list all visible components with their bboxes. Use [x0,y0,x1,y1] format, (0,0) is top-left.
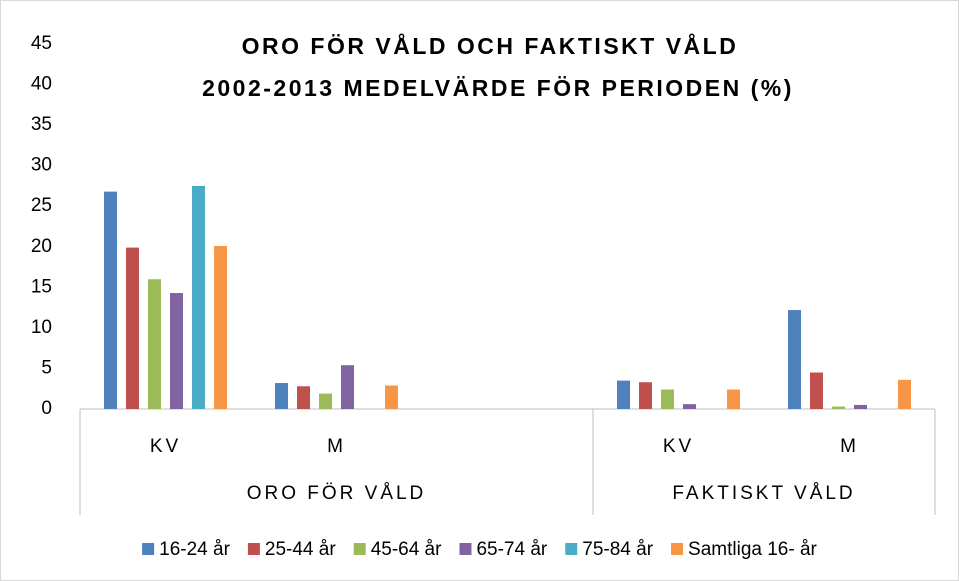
x-tick-label: KV [663,436,694,457]
bar [788,310,801,409]
bar [385,385,398,409]
y-tick-label: 5 [41,357,52,378]
y-tick-label: 40 [31,74,52,95]
y-tick-label: 20 [31,236,52,257]
bar [170,293,183,409]
bar [192,185,205,409]
bar [832,406,845,409]
y-tick-label: 10 [31,317,52,338]
legend-label: 45-64 år [371,539,442,560]
x-tick-label: M [840,436,859,457]
legend-swatch [142,543,155,555]
bar [661,389,674,409]
legend-label: 75-84 år [582,539,653,560]
y-tick-label: 15 [31,276,52,297]
bar [214,245,227,409]
legend-swatch [353,543,366,555]
legend-label: Samtliga 16- år [688,539,818,560]
legend-label: 25-44 år [265,539,336,560]
y-tick-label: 30 [31,155,52,176]
bar [639,382,652,409]
bar [854,404,867,409]
bar [275,383,288,409]
bar [617,380,630,409]
legend-label: 65-74 år [476,539,547,560]
group-label: ORO FÖR VÅLD [247,483,427,504]
legend-swatch [671,543,684,555]
y-tick-label: 35 [31,114,52,135]
x-tick-label: M [327,436,346,457]
legend-swatch [247,543,260,555]
group-label: FAKTISKT VÅLD [672,483,855,504]
legend-swatch [565,543,578,555]
chart-subtitle: 2002-2013 MEDELVÄRDE FÖR PERIODEN (%) [202,75,794,101]
legend-swatch [459,543,472,555]
bar [683,404,696,409]
chart-title: ORO FÖR VÅLD OCH FAKTISKT VÅLD [242,32,739,59]
y-tick-label: 0 [41,398,52,419]
bar [898,379,911,409]
bar [148,279,161,409]
bar [104,191,117,409]
bar [319,393,332,409]
y-tick-label: 25 [31,195,52,216]
bar [810,372,823,409]
bar [126,247,139,409]
bar [297,386,310,409]
bar [727,389,740,409]
legend-label: 16-24 år [159,539,230,560]
bar [341,365,354,409]
x-tick-label: KV [150,436,181,457]
y-tick-label: 45 [31,33,52,54]
